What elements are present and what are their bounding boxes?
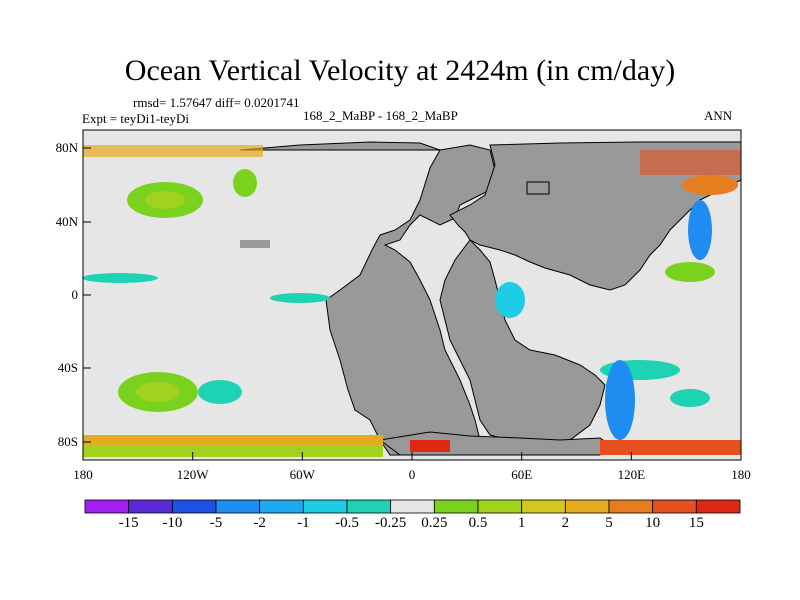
anomaly-atlantic: [495, 282, 525, 318]
colorbar-swatch: [302, 499, 348, 514]
arctic-band: [83, 145, 263, 157]
colorbar-swatch: [390, 499, 435, 514]
colorbar-level-label: -1: [297, 515, 310, 531]
southern-band-atl: [410, 440, 450, 452]
colorbar-level-label: 0.5: [468, 515, 488, 531]
x-tick-label: 0: [408, 467, 416, 482]
colorbar-swatch: [433, 499, 479, 514]
anomaly-eq-east: [270, 293, 330, 303]
anomaly-sw-pac: [670, 389, 710, 407]
colorbar-level-label: -5: [209, 515, 223, 531]
x-tick-label: 60E: [511, 467, 533, 482]
anomaly-npac-core: [145, 191, 185, 209]
colorbar-level-label: 5: [605, 515, 613, 531]
anomaly-eq-band: [82, 273, 158, 283]
y-tick-label: 40N: [55, 214, 78, 229]
southern-band-west-2: [83, 445, 383, 457]
x-tick-label: 120E: [617, 467, 646, 482]
plot-title: Ocean Vertical Velocity at 2424m (in cm/…: [124, 54, 676, 87]
x-tick-label: 120W: [176, 467, 209, 482]
colorbar-level-label: -15: [118, 515, 139, 531]
arctic-band-east: [640, 150, 741, 175]
anomaly-spac-east: [198, 380, 242, 404]
season-label: ANN: [704, 108, 733, 123]
colorbar: [84, 499, 741, 514]
colorbar-level-label: -2: [253, 515, 266, 531]
colorbar-swatch: [128, 499, 173, 514]
y-tick-label: 40S: [57, 360, 78, 375]
anomaly-wpac: [665, 262, 715, 282]
island-pacific: [240, 240, 270, 248]
colorbar-swatch: [695, 499, 741, 514]
lake-outline: [526, 181, 550, 195]
colorbar-swatch: [171, 499, 217, 514]
colorbar-swatch: [215, 499, 261, 514]
colorbar-swatch: [652, 499, 697, 514]
colorbar-level-label: 0.25: [421, 515, 448, 531]
anomaly-spac-core: [136, 382, 180, 402]
colorbar-level-label: 1: [517, 515, 526, 531]
colorbar-swatch: [477, 499, 523, 514]
colorbar-swatch: [608, 499, 654, 514]
rmsd-diff-stats: rmsd= 1.57647 diff= 0.0201741: [133, 95, 300, 110]
colorbar-level-label: -0.25: [375, 515, 407, 531]
colorbar-level-label: 2: [561, 515, 570, 531]
southern-band-east: [600, 440, 741, 455]
colorbar-swatch: [521, 499, 566, 514]
anomaly-kuroshio: [688, 200, 712, 260]
colorbar-swatch: [346, 499, 392, 514]
anomaly-arctic-east: [682, 175, 738, 195]
anomaly-npac-ne: [233, 169, 257, 197]
x-tick-label: 180: [731, 467, 751, 482]
colorbar-level-label: 10: [645, 515, 661, 531]
y-tick-label: 80N: [55, 140, 78, 155]
x-tick-label: 60W: [289, 467, 315, 482]
colorbar-level-label: -0.5: [335, 515, 359, 531]
colorbar-level-label: 15: [688, 515, 704, 531]
colorbar-swatch: [84, 499, 130, 514]
y-tick-label: 0: [71, 287, 79, 302]
anomaly-aus-west: [605, 360, 635, 440]
x-tick-label: 180: [73, 467, 93, 482]
colorbar-swatch: [259, 499, 304, 514]
axis-ticks: [82, 147, 742, 460]
velocity-anomalies: [82, 169, 738, 440]
case-label: 168_2_MaBP - 168_2_MaBP: [303, 108, 458, 123]
colorbar-level-label: -10: [162, 515, 183, 531]
experiment-label: Expt = teyDi1-teyDi: [82, 111, 189, 126]
y-tick-label: 80S: [57, 434, 78, 449]
colorbar-swatch: [564, 499, 610, 514]
